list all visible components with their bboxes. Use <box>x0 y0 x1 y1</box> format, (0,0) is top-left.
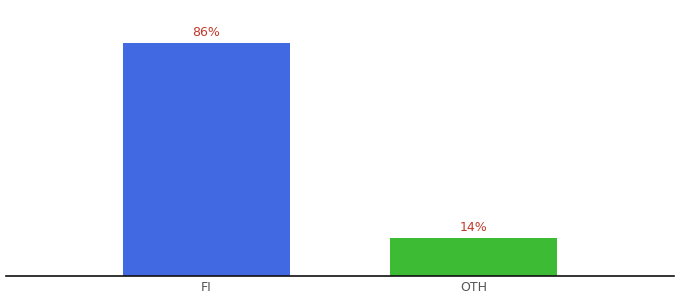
Bar <box>122 44 290 276</box>
Text: 14%: 14% <box>460 221 488 234</box>
Bar <box>390 238 558 276</box>
Text: 86%: 86% <box>192 26 220 39</box>
